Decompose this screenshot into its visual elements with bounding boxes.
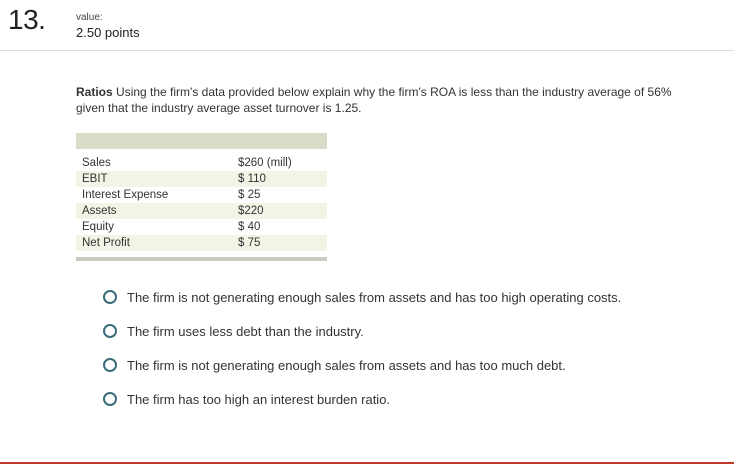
- answer-option-4[interactable]: The firm has too high an interest burden…: [103, 387, 621, 411]
- row-value: $260 (mill): [238, 157, 292, 169]
- row-label: Sales: [82, 157, 111, 169]
- points-value: 2.50 points: [76, 25, 140, 40]
- answer-option-1[interactable]: The firm is not generating enough sales …: [103, 285, 621, 309]
- table-row: Assets $220: [76, 203, 327, 219]
- table-row: Equity $ 40: [76, 219, 327, 235]
- answer-option-3[interactable]: The firm is not generating enough sales …: [103, 353, 621, 377]
- row-value: $ 40: [238, 221, 261, 233]
- table-header-bar: [76, 133, 327, 149]
- row-value: $220: [234, 203, 327, 219]
- table-row: EBIT $ 110: [76, 171, 327, 187]
- value-label: value:: [76, 12, 103, 23]
- answer-options: The firm is not generating enough sales …: [103, 285, 621, 421]
- question-topic: Ratios: [76, 85, 113, 99]
- option-label[interactable]: The firm is not generating enough sales …: [127, 289, 622, 305]
- table-footer-bar: [76, 257, 327, 261]
- question-number: 13.: [8, 4, 46, 35]
- row-value: $ 25: [238, 189, 261, 201]
- radio-button[interactable]: [103, 358, 117, 372]
- answer-option-2[interactable]: The firm uses less debt than the industr…: [103, 319, 621, 343]
- radio-button[interactable]: [103, 290, 117, 304]
- question-body: Using the firm's data provided below exp…: [76, 85, 672, 115]
- row-value: $ 110: [234, 171, 327, 187]
- row-label: Net Profit: [76, 235, 234, 251]
- table-row: Sales $260 (mill): [76, 155, 327, 171]
- row-label: Interest Expense: [82, 189, 169, 201]
- table-row: Interest Expense $ 25: [76, 187, 327, 203]
- option-label[interactable]: The firm uses less debt than the industr…: [127, 323, 364, 339]
- question-text: Ratios Using the firm's data provided be…: [76, 84, 696, 116]
- radio-button[interactable]: [103, 392, 117, 406]
- option-label[interactable]: The firm has too high an interest burden…: [127, 391, 391, 407]
- firm-data-table: Sales $260 (mill) EBIT $ 110 Interest Ex…: [76, 133, 327, 261]
- header-divider: [0, 50, 734, 51]
- row-label: Assets: [76, 203, 234, 219]
- row-label: EBIT: [76, 171, 234, 187]
- table-row: Net Profit $ 75: [76, 235, 327, 251]
- row-value: $ 75: [234, 235, 327, 251]
- option-label[interactable]: The firm is not generating enough sales …: [127, 357, 566, 373]
- radio-button[interactable]: [103, 324, 117, 338]
- row-label: Equity: [82, 221, 114, 233]
